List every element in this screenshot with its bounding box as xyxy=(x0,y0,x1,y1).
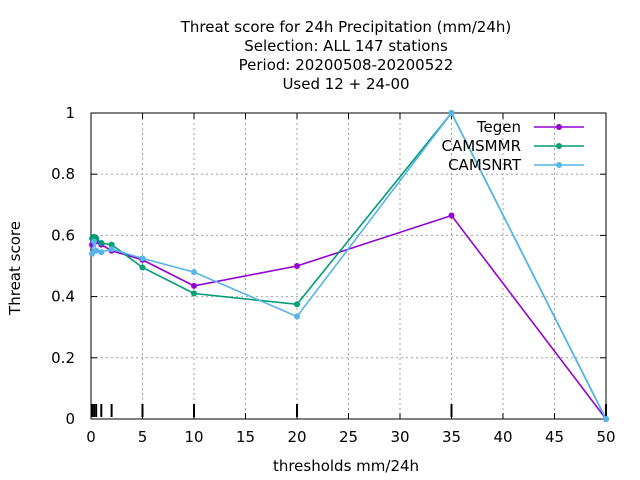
series xyxy=(89,110,609,422)
title-line-1: Threat score for 24h Precipitation (mm/2… xyxy=(180,18,512,36)
data-point xyxy=(91,238,98,245)
data-point xyxy=(139,264,146,271)
y-tick-label: 0.6 xyxy=(51,226,75,244)
legend-marker xyxy=(556,143,562,149)
legend-label: CAMSMMR xyxy=(441,137,521,155)
data-point xyxy=(98,240,105,247)
data-point xyxy=(294,301,300,308)
x-tick-labels: 0 5 10 15 20 25 30 35 40 45 50 xyxy=(86,428,615,446)
title-line-4: Used 12 + 24-00 xyxy=(282,75,409,93)
chart-title: Threat score for 24h Precipitation (mm/2… xyxy=(180,18,512,93)
y-tick-label: 0 xyxy=(65,410,75,428)
data-point xyxy=(294,313,300,320)
legend-marker xyxy=(556,162,562,168)
x-tick-label: 35 xyxy=(442,428,461,446)
x-tick-label: 30 xyxy=(390,428,409,446)
x-tick-label: 5 xyxy=(138,428,148,446)
y-axis-label: Threat score xyxy=(6,221,24,316)
x-tick-label: 40 xyxy=(493,428,512,446)
data-point xyxy=(108,241,115,248)
legend-label: CAMSNRT xyxy=(448,156,522,174)
title-line-3: Period: 20200508-20200522 xyxy=(239,56,454,74)
x-tick-label: 0 xyxy=(86,428,96,446)
x-tick-label: 25 xyxy=(339,428,358,446)
data-point xyxy=(139,255,146,262)
data-point xyxy=(448,110,455,116)
series-tegen xyxy=(89,212,609,422)
x-tick-label: 50 xyxy=(596,428,615,446)
legend-marker xyxy=(556,124,562,130)
data-point xyxy=(448,212,455,219)
data-point xyxy=(89,250,96,257)
series-camsmmr xyxy=(89,110,609,422)
title-line-2: Selection: ALL 147 stations xyxy=(244,37,448,55)
y-tick-label: 0.8 xyxy=(51,165,75,183)
threshold-marks xyxy=(91,404,607,417)
data-point xyxy=(603,416,609,422)
grid xyxy=(91,113,606,419)
data-point xyxy=(191,282,197,289)
legend-label: Tegen xyxy=(476,118,521,136)
data-point xyxy=(191,269,197,276)
data-point xyxy=(93,247,100,254)
data-point xyxy=(191,290,197,297)
y-tick-label: 0.2 xyxy=(51,349,75,367)
data-point xyxy=(108,246,115,253)
data-point xyxy=(98,249,105,256)
x-axis-label: thresholds mm/24h xyxy=(273,457,419,475)
x-tick-label: 15 xyxy=(236,428,255,446)
x-tick-label: 45 xyxy=(545,428,564,446)
data-point xyxy=(294,263,300,269)
y-tick-label: 0.4 xyxy=(51,288,75,306)
y-tick-labels: 0 0.2 0.4 0.6 0.8 1 xyxy=(51,104,75,428)
y-tick-label: 1 xyxy=(65,104,75,122)
x-tick-label: 10 xyxy=(184,428,203,446)
x-tick-label: 20 xyxy=(287,428,306,446)
series-line xyxy=(91,111,607,420)
series-camsnrt xyxy=(89,110,609,422)
